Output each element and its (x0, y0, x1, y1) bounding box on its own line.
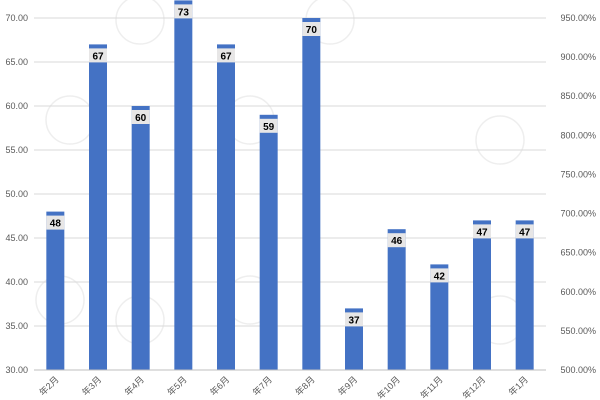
bar (387, 229, 406, 370)
y-axis-right: 500.00% 550.00% 600.00% 650.00% 700.00% 750.0… (560, 13, 596, 375)
y2-tick-label: 600.00% (560, 287, 596, 297)
data-label-box (515, 224, 534, 239)
y-tick-label: 30.00 (5, 365, 28, 375)
data-label-box (302, 22, 321, 36)
y2-tick-label: 850.00% (560, 91, 596, 101)
y2-tick-label: 900.00% (560, 52, 596, 62)
bar (174, 0, 193, 371)
watermark-circle (475, 115, 525, 165)
data-label-box (46, 215, 65, 230)
bar (46, 211, 65, 370)
bar-series (46, 0, 534, 371)
data-label-box (217, 48, 235, 63)
bar (473, 220, 491, 370)
bar (430, 264, 449, 370)
x-tick-label: 年7月 (250, 374, 274, 398)
y-tick-label: 55.00 (5, 145, 28, 155)
watermark-circle (115, 0, 165, 45)
gridlines (34, 17, 546, 371)
watermark-layer (35, 0, 525, 345)
watermark-circle (45, 95, 95, 145)
y-tick-label: 45.00 (5, 233, 28, 243)
data-label-box (387, 233, 406, 248)
data-label: 47 (519, 227, 531, 238)
x-axis: 年2月 年3月 年4月 年5月 年6月 年7月 年8月 年9月 年10月 年11月 年12月 年1月 (34, 369, 546, 400)
x-tick-label: 年5月 (165, 374, 189, 398)
y2-tick-label: 650.00% (560, 248, 596, 258)
y2-tick-label: 950.00% (560, 13, 596, 23)
data-label-box (259, 118, 278, 133)
data-label-box (345, 312, 363, 327)
data-label: 70 (306, 25, 318, 36)
data-label: 48 (50, 219, 62, 230)
y-tick-label: 50.00 (5, 189, 28, 199)
y-tick-label: 40.00 (5, 277, 28, 287)
data-label: 60 (135, 113, 147, 124)
y-tick-label: 35.00 (5, 321, 28, 331)
x-tick-label: 年9月 (335, 374, 359, 398)
bar (89, 44, 107, 371)
data-label: 42 (434, 271, 446, 282)
x-tick-label: 年2月 (37, 374, 61, 398)
y2-tick-label: 500.00% (560, 365, 596, 375)
x-tick-label: 年6月 (207, 374, 231, 398)
data-label: 67 (220, 51, 232, 62)
data-label: 46 (391, 236, 403, 247)
data-label-box (89, 48, 107, 63)
data-label-box (174, 4, 193, 19)
x-tick-label: 年8月 (293, 374, 317, 398)
y-tick-label: 65.00 (5, 57, 28, 67)
data-label: 59 (263, 122, 275, 133)
data-labels: 48 67 60 73 67 59 70 37 46 42 47 47 (46, 4, 534, 327)
y-tick-label: 70.00 (5, 13, 28, 23)
bar (217, 44, 235, 371)
data-label: 37 (348, 315, 360, 326)
bar (515, 220, 534, 370)
data-label-box (131, 110, 150, 124)
bar (302, 18, 321, 370)
y2-tick-label: 750.00% (560, 169, 596, 179)
data-label-box (430, 268, 449, 283)
bar (131, 106, 150, 370)
x-tick-label: 年12月 (460, 374, 488, 400)
x-tick-label: 年4月 (122, 374, 146, 398)
y2-tick-label: 800.00% (560, 130, 596, 140)
y2-tick-label: 700.00% (560, 209, 596, 219)
x-tick-label: 年10月 (374, 374, 402, 400)
bar (259, 114, 278, 370)
y-tick-label: 60.00 (5, 101, 28, 111)
x-tick-label: 年11月 (418, 374, 445, 400)
y-axis-left: 30.00 35.00 40.00 45.00 50.00 55.00 60.00 65.00… (5, 13, 28, 375)
data-label-box (473, 224, 491, 239)
y2-tick-label: 550.00% (560, 326, 596, 336)
x-tick-label: 年1月 (506, 374, 530, 398)
data-label: 67 (92, 51, 104, 62)
data-label: 73 (178, 7, 190, 18)
x-tick-label: 年3月 (79, 374, 103, 398)
data-label: 47 (476, 227, 488, 238)
